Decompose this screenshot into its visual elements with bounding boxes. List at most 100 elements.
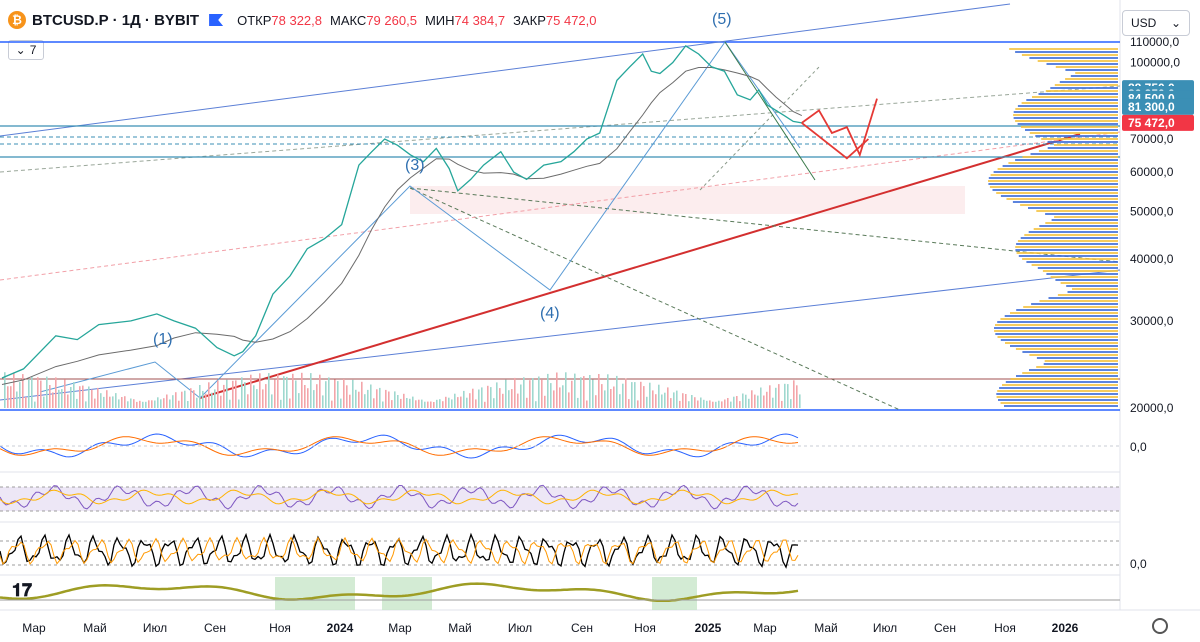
- volume-profile-bar: [1036, 366, 1118, 368]
- volume-bar: [193, 390, 195, 408]
- volume-bar: [64, 379, 66, 408]
- volume-profile-bar: [1070, 75, 1118, 77]
- volume-bar: [340, 398, 342, 408]
- volume-bar: [682, 393, 684, 408]
- volume-bar: [136, 401, 138, 408]
- indicators-toggle-button[interactable]: ⌄ 7: [8, 40, 44, 60]
- low-label: МИН: [424, 12, 455, 28]
- volume-bar: [553, 390, 555, 408]
- volume-bar: [754, 394, 756, 408]
- volume-bar: [394, 391, 396, 408]
- volume-bar: [601, 384, 603, 408]
- time-axis-label: Мар: [22, 621, 46, 635]
- volume-bar: [775, 387, 777, 408]
- volume-profile-bar: [1072, 288, 1118, 290]
- volume-bar: [595, 395, 597, 408]
- volume-bar: [121, 397, 123, 408]
- volume-bar: [28, 379, 30, 408]
- volume-bar: [484, 401, 486, 408]
- volume-bar: [313, 390, 315, 408]
- volume-bar: [376, 389, 378, 408]
- rsi-line: [0, 484, 799, 510]
- volume-bar: [88, 386, 90, 408]
- volume-bar: [232, 380, 234, 408]
- volume-profile-bar: [1075, 72, 1118, 74]
- symbol-title[interactable]: BTCUSD.P · 1Д · BYBIT: [32, 11, 200, 29]
- projection-path-secondary: [801, 122, 870, 160]
- volume-bar: [7, 386, 9, 408]
- volume-bar: [55, 377, 57, 408]
- volume-bar: [508, 390, 510, 408]
- volume-bar: [145, 401, 147, 408]
- volume-bar: [76, 398, 78, 408]
- volume-profile-bar: [1023, 306, 1118, 308]
- volume-bar: [79, 386, 81, 408]
- volume-profile-bar: [997, 390, 1118, 392]
- volume-bar: [316, 384, 318, 408]
- volume-bar: [346, 385, 348, 408]
- volume-bar: [397, 395, 399, 408]
- volume-bar: [496, 382, 498, 408]
- flag-icon[interactable]: [209, 14, 224, 26]
- volume-bar: [160, 399, 162, 408]
- volume-bar: [34, 401, 36, 408]
- volume-bar: [613, 386, 615, 408]
- volume-profile-bar: [1055, 279, 1118, 281]
- time-axis: Мар Май Июл Сен Ноя 2024 Мар Май Июл Сен Ноя 2025 Ма…: [22, 621, 1078, 635]
- volume-profile-bar: [1021, 102, 1118, 104]
- resistance-zone: [410, 186, 965, 214]
- volume-bar: [604, 390, 606, 408]
- volume-profile-bar: [1039, 300, 1118, 302]
- volume-profile-bar: [1050, 87, 1118, 89]
- volume-profile-bar: [1002, 165, 1118, 167]
- volume-bar: [448, 397, 450, 408]
- volume-bar: [235, 380, 237, 408]
- price-level-label: 75 472,0: [1128, 116, 1175, 130]
- volume-bars: [4, 372, 801, 408]
- volume-bar: [199, 385, 201, 408]
- currency-select[interactable]: USD ⌄: [1122, 10, 1190, 36]
- volume-bar: [730, 401, 732, 408]
- volume-bar: [718, 400, 720, 408]
- volume-bar: [388, 391, 390, 408]
- volume-bar: [214, 389, 216, 408]
- volume-bar: [586, 400, 588, 408]
- volume-bar: [664, 392, 666, 408]
- volume-profile-bar: [1005, 342, 1118, 344]
- volume-bar: [616, 375, 618, 408]
- moving-average-line: [1, 67, 803, 385]
- volume-profile-bar: [1044, 360, 1118, 362]
- volume-bar: [487, 385, 489, 408]
- volume-bar: [772, 397, 774, 408]
- open-value: 78 322,8: [271, 12, 322, 28]
- volume-bar: [253, 385, 255, 408]
- gear-icon[interactable]: [1152, 618, 1168, 634]
- volume-profile-bar: [1010, 378, 1118, 380]
- volume-bar: [403, 393, 405, 408]
- volume-profile-bar: [1000, 195, 1118, 197]
- volume-profile-bar: [1021, 54, 1118, 56]
- volume-profile-bar: [994, 330, 1118, 332]
- volume-profile-bar: [1066, 285, 1118, 287]
- volume-bar: [502, 393, 504, 408]
- macd-signal-line: [0, 436, 799, 456]
- volume-bar: [505, 379, 507, 408]
- volume-profile-bar: [1026, 261, 1118, 263]
- volume-bar: [409, 398, 411, 408]
- time-axis-label: Ноя: [634, 621, 656, 635]
- price-level-badge: [1122, 98, 1194, 115]
- volume-bar: [370, 384, 372, 408]
- volume-profile-bar: [1022, 156, 1118, 158]
- time-axis-label: 2024: [327, 621, 354, 635]
- volume-bar: [631, 382, 633, 408]
- volume-bar: [13, 372, 15, 408]
- volume-bar: [760, 387, 762, 408]
- volume-bar: [430, 401, 432, 408]
- volume-bar: [628, 399, 630, 408]
- time-axis-label: 2025: [695, 621, 722, 635]
- price-axis-label: 40000,0: [1130, 252, 1174, 266]
- volume-bar: [379, 387, 381, 408]
- volume-profile-bar: [1025, 129, 1118, 131]
- volume-profile-bar: [1017, 240, 1118, 242]
